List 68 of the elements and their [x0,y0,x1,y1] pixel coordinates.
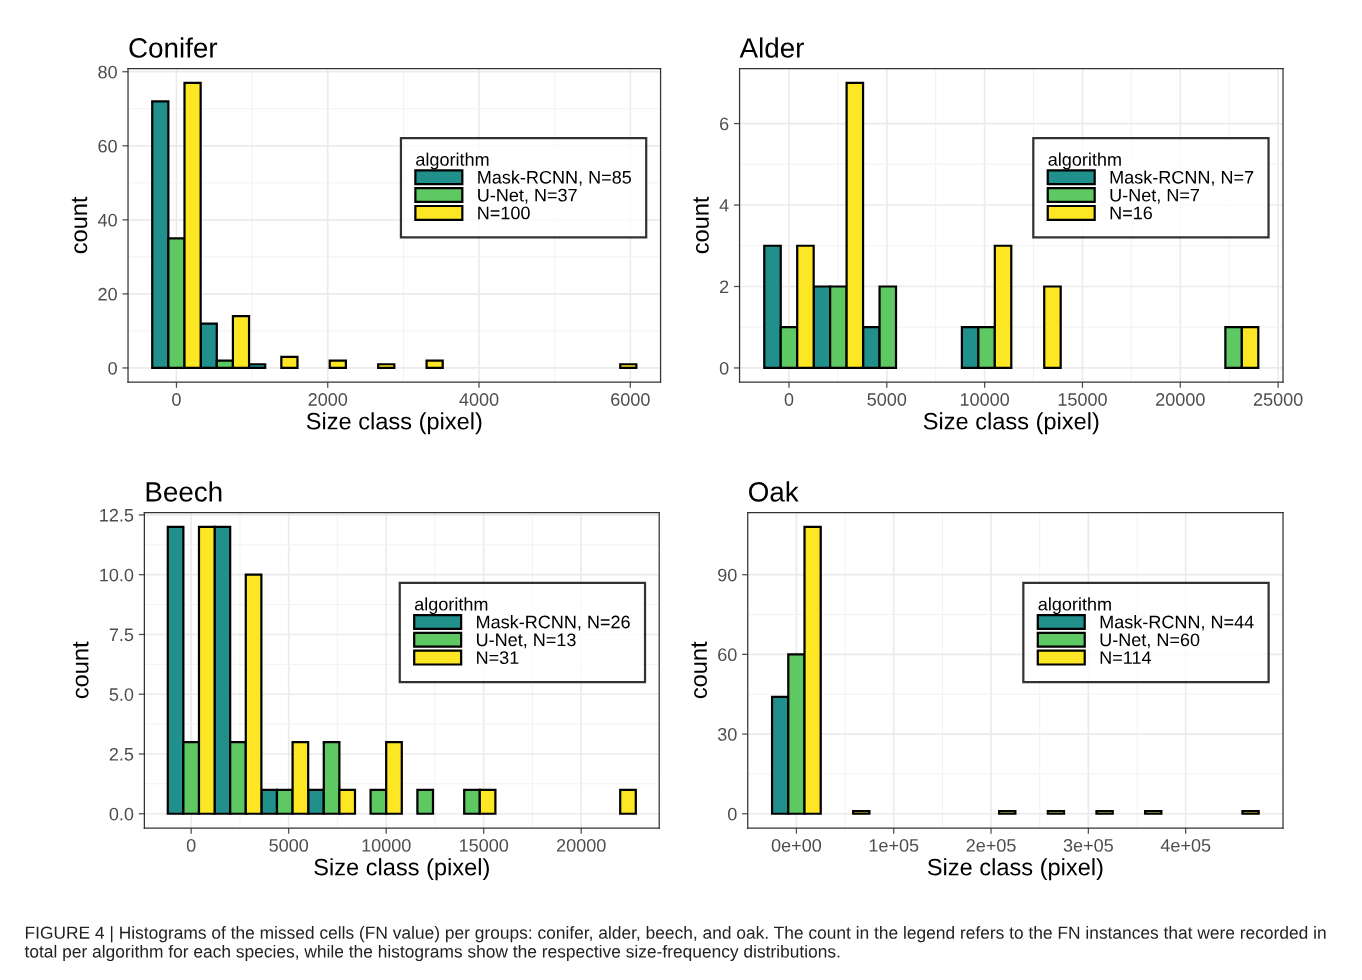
y-tick-label: 4 [719,199,729,212]
y-tick-label: 20 [98,287,117,301]
legend-title: algorithm [1048,152,1121,170]
x-axis-title: Size class (pixel) [314,858,489,881]
y-tick-label: 30 [717,728,737,741]
legend-label: N=31 [477,651,519,665]
legend-label: U-Net, N=37 [478,188,577,204]
legend-title: algorithm [1038,597,1111,615]
x-tick-label: 2e+05 [966,838,1016,852]
y-axis-title: count [693,196,709,254]
y-tick-label: 40 [97,213,117,227]
x-tick-label: 6000 [611,393,650,406]
chart-title: Conifer [129,37,218,58]
x-tick-label: 0e+00 [771,838,822,852]
legend-label: N=114 [1100,651,1152,664]
y-tick-label: 2 [720,280,729,294]
x-tick-label: 10000 [362,838,411,852]
caption: FIGURE 4 | Histograms of the missed cells (FN value) per groups: conifer, alder, beech, and oak. The count in the legend refers to the FN instances that were recorded in total per algorithm for each species, while the histograms show the respective size-frequency distributions. [24,926,1326,962]
y-axis-title: count [691,641,708,699]
y-tick-label: 2.5 [109,747,134,761]
x-tick-label: 2000 [308,393,348,406]
legend-label: Mask-RCNN, N=44 [1100,615,1254,631]
legend-label: Mask-RCNN, N=26 [477,615,630,631]
y-axis-title: count [73,641,89,699]
chart-title: Oak [749,481,799,502]
y-axis-title: count [71,196,88,254]
legend-label: U-Net, N=60 [1100,633,1200,649]
y-tick-label: 80 [98,65,117,79]
y-tick-label: 5.0 [109,688,134,701]
x-tick-label: 0 [784,393,794,406]
y-tick-label: 90 [718,568,737,582]
x-tick-label: 25000 [1253,393,1303,406]
legend-title: algorithm [416,152,489,170]
y-tick-label: 6 [720,117,729,131]
x-tick-label: 5000 [269,838,309,852]
x-tick-label: 4000 [459,393,499,406]
x-tick-label: 15000 [1058,393,1107,406]
legend-label: Mask-RCNN, N=7 [1110,170,1254,186]
x-tick-label: 4e+05 [1160,838,1211,852]
legend-label: Mask-RCNN, N=85 [478,170,632,186]
x-tick-label: 10000 [960,393,1010,406]
y-tick-label: 60 [718,648,737,662]
legend-label: N=100 [478,206,530,220]
chart-title: Beech [146,481,222,502]
x-axis-title: Size class (pixel) [927,858,1103,881]
legend-title: algorithm [414,597,488,615]
x-tick-label: 3e+05 [1063,838,1113,852]
y-tick-label: 12.5 [100,508,134,522]
y-tick-label: 0 [108,361,117,375]
x-tick-label: 15000 [459,838,509,852]
x-tick-label: 20000 [1156,393,1205,406]
x-tick-label: 0 [186,838,196,852]
x-tick-label: 1e+05 [869,838,919,852]
x-axis-title: Size class (pixel) [306,412,482,435]
x-tick-label: 20000 [557,838,606,852]
chart-title: Alder [739,37,804,58]
legend-label: U-Net, N=7 [1110,188,1200,204]
legend-label: U-Net, N=13 [476,633,576,649]
x-tick-label: 5000 [867,393,907,406]
y-tick-label: 0.0 [109,807,134,821]
x-tick-label: 0 [172,393,181,406]
y-tick-label: 0 [727,807,737,821]
y-tick-label: 60 [98,139,117,153]
y-tick-label: 7.5 [109,628,134,642]
y-tick-label: 0 [719,361,729,375]
legend-label: N=16 [1110,206,1153,220]
x-axis-title: Size class (pixel) [923,412,1099,435]
y-tick-label: 10.0 [100,568,134,582]
